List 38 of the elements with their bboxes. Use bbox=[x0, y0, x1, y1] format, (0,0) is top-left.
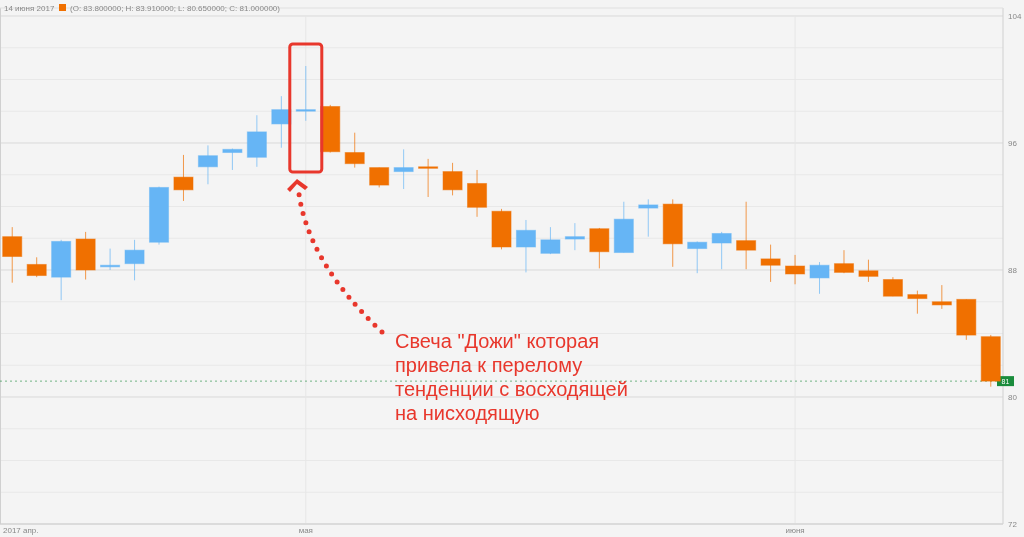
candlestick bbox=[785, 254, 806, 285]
candlestick bbox=[344, 132, 365, 169]
candlestick bbox=[540, 226, 561, 255]
candlestick bbox=[564, 222, 585, 251]
candlestick bbox=[442, 162, 463, 196]
candlestick bbox=[760, 244, 781, 283]
candlestick bbox=[809, 261, 830, 295]
candlestick bbox=[931, 284, 952, 310]
y-tick-label: 80 bbox=[1008, 392, 1018, 402]
y-tick-label: 104 bbox=[1008, 11, 1022, 21]
candlestick bbox=[197, 144, 218, 185]
candlestick bbox=[687, 240, 708, 274]
y-tick-label: 96 bbox=[1008, 138, 1018, 148]
candlestick bbox=[515, 219, 536, 273]
candlestick bbox=[858, 259, 879, 283]
candlestick bbox=[173, 154, 194, 202]
candlestick bbox=[907, 290, 928, 315]
candlestick bbox=[393, 148, 414, 190]
candlestick bbox=[711, 231, 732, 270]
candlestick bbox=[736, 201, 757, 270]
text: 14 июня 2017 bbox=[4, 4, 55, 13]
candlestick bbox=[369, 167, 390, 188]
candlestick bbox=[295, 65, 316, 122]
y-tick-label: 72 bbox=[1008, 519, 1018, 529]
candlestick bbox=[124, 239, 145, 281]
candlestick bbox=[882, 276, 903, 297]
candlestick bbox=[638, 198, 659, 238]
candlestick bbox=[26, 256, 47, 278]
candlestick bbox=[589, 227, 610, 269]
text: (O: 83.800000; H: 83.910000; L: 80.650000; C: 81.000000) bbox=[70, 4, 281, 13]
y-tick-label: 88 bbox=[1008, 265, 1018, 275]
candlestick bbox=[2, 226, 23, 284]
candlestick bbox=[467, 169, 488, 218]
candlestick bbox=[418, 158, 439, 198]
x-tick-label: 2017 апр. bbox=[3, 526, 39, 535]
x-tick-label: июня bbox=[785, 526, 805, 535]
annotation: Свеча "Дожи" которая привела к перелому тенденции с восходящей на нисходящую bbox=[395, 330, 628, 424]
x-tick-label: мая bbox=[298, 526, 313, 535]
